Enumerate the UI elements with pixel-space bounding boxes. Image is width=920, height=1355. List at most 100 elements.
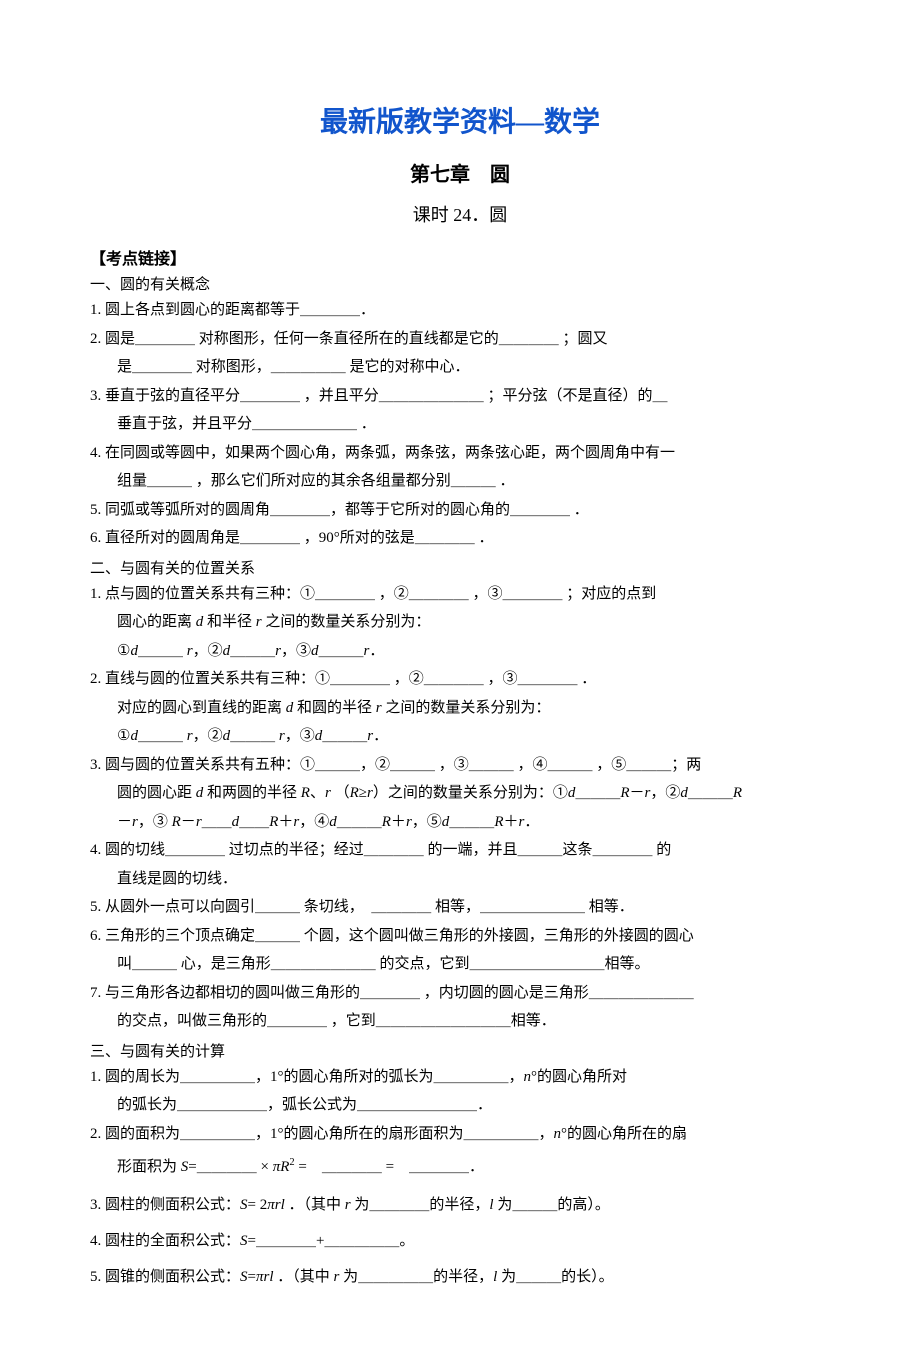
text: ＿＿＿ (230, 643, 275, 659)
subsection-3-heading: 三、与圆有关的计算 (90, 1040, 830, 1061)
var-d: d (223, 728, 231, 744)
text: （ (331, 785, 350, 801)
s2-item-6b: 叫＿＿＿ 心，是三角形＿＿＿＿＿＿＿ 的交点，它到＿＿＿＿＿＿＿＿＿相等。 (90, 950, 830, 979)
s2-item-7b: 的交点，叫做三角形的＿＿＿＿ ，它到＿＿＿＿＿＿＿＿＿相等． (90, 1007, 830, 1036)
s1-item-1: 1. 圆上各点到圆心的距离都等于＿＿＿＿． (90, 296, 830, 325)
text: － (630, 785, 645, 801)
var-d: d (329, 814, 337, 830)
text: ，③ (281, 643, 311, 659)
text: 2. 圆的面积为＿＿＿＿＿，1°的圆心角所在的扇形面积为＿＿＿＿＿， (90, 1126, 554, 1142)
text: °的圆心角所对 (531, 1069, 627, 1085)
text: 之间的数量关系分别为： (382, 700, 551, 716)
var-d: d (680, 785, 688, 801)
text: 和半径 (203, 614, 256, 630)
text: 圆心的距离 (117, 614, 196, 630)
text: ，⑤ (412, 814, 442, 830)
text: ＿＿ (239, 814, 269, 830)
subsection-1-heading: 一、圆的有关概念 (90, 273, 830, 294)
text: 4. 圆柱的全面积公式： (90, 1233, 240, 1249)
text: 和两圆的半径 (203, 785, 301, 801)
text: ＿＿＿ (138, 728, 187, 744)
s3-item-4: 4. 圆柱的全面积公式：S=＿＿＿＿+＿＿＿＿＿。 (90, 1223, 830, 1259)
s3-item-2b: 形面积为 S=＿＿＿＿ × πR2 = ＿＿＿＿ = ＿＿＿＿． (90, 1148, 830, 1187)
var-R: R (280, 1159, 289, 1175)
s2-item-4b: 直线是圆的切线． (90, 865, 830, 894)
text: － (117, 814, 132, 830)
var-n: n (554, 1126, 562, 1142)
text: ＿＿＿ (322, 728, 367, 744)
var-d: d (223, 643, 231, 659)
var-S: S (240, 1197, 248, 1213)
text: ＿＿＿ (337, 814, 382, 830)
text: ＿＿＿ (449, 814, 494, 830)
text: ① (117, 728, 130, 744)
text: ＋ (503, 814, 518, 830)
s1-item-2b: 是＿＿＿＿ 对称图形，＿＿＿＿＿ 是它的对称中心． (90, 353, 830, 382)
text: 圆的圆心距 (117, 785, 196, 801)
text: °的圆心角所在的扇 (561, 1126, 687, 1142)
text: ＋ (278, 814, 293, 830)
s3-item-3: 3. 圆柱的侧面积公式：S= 2πrl ．（其中 r 为＿＿＿＿的半径，l 为＿… (90, 1187, 830, 1223)
var-R: R (620, 785, 629, 801)
text: 为＿＿＿＿＿的半径， (339, 1269, 493, 1285)
main-title: 最新版教学资料—数学 (90, 100, 830, 140)
s3-item-1a: 1. 圆的周长为＿＿＿＿＿，1°的圆心角所对的弧长为＿＿＿＿＿，n°的圆心角所对 (90, 1063, 830, 1092)
text: 对应的圆心到直线的距离 (117, 700, 286, 716)
s2-item-1b: 圆心的距离 d 和半径 r 之间的数量关系分别为： (90, 608, 830, 637)
s1-item-2a: 2. 圆是＿＿＿＿ 对称图形，任何一条直径所在的直线都是它的＿＿＿＿ ；圆又 (90, 325, 830, 354)
text: ＋ (391, 814, 406, 830)
var-S: S (240, 1269, 248, 1285)
text: 为＿＿＿的高）。 (494, 1197, 610, 1213)
text: 形面积为 (117, 1159, 181, 1175)
text: 、 (310, 785, 325, 801)
text: =＿＿＿＿+＿＿＿＿＿。 (248, 1233, 415, 1249)
text: 为＿＿＿＿的半径， (351, 1197, 490, 1213)
section-heading-kaodian: 【考点链接】 (90, 245, 830, 269)
text: 之间的数量关系分别为： (262, 614, 431, 630)
s3-item-5: 5. 圆锥的侧面积公式：S=πrl ．（其中 r 为＿＿＿＿＿的半径，l 为＿＿… (90, 1259, 830, 1295)
var-R: R (172, 814, 181, 830)
s1-item-4a: 4. 在同圆或等圆中，如果两个圆心角，两条弧，两条弦，两条弦心距，两个圆周角中有… (90, 439, 830, 468)
text: ，② (193, 728, 223, 744)
text: ．（其中 (285, 1197, 345, 1213)
var-d: d (130, 728, 138, 744)
var-R: R (301, 785, 310, 801)
text: ＿＿＿ (318, 643, 363, 659)
s1-item-5: 5. 同弧或等弧所对的圆周角＿＿＿＿，都等于它所对的圆心角的＿＿＿＿ ． (90, 496, 830, 525)
s2-item-6a: 6. 三角形的三个顶点确定＿＿＿ 个圆，这个圆叫做三角形的外接圆，三角形的外接圆… (90, 922, 830, 951)
text: 5. 圆锥的侧面积公式： (90, 1269, 240, 1285)
text: ≥ (359, 785, 367, 801)
text: 3. 圆柱的侧面积公式： (90, 1197, 240, 1213)
text: = 2 (248, 1197, 268, 1213)
s2-item-5: 5. 从圆外一点可以向圆引＿＿＿ 条切线， ＿＿＿＿ 相等，＿＿＿＿＿＿＿ 相等… (90, 893, 830, 922)
text: =＿＿＿＿ × (188, 1159, 272, 1175)
text: ，③ (285, 728, 315, 744)
var-pi: π (256, 1269, 264, 1285)
text: ＿＿ (202, 814, 232, 830)
text: ，③ (138, 814, 172, 830)
s3-item-2a: 2. 圆的面积为＿＿＿＿＿，1°的圆心角所在的扇形面积为＿＿＿＿＿，n°的圆心角… (90, 1120, 830, 1149)
var-S: S (240, 1233, 248, 1249)
text: ）之间的数量关系分别为：① (373, 785, 568, 801)
var-R: R (733, 785, 742, 801)
subsection-2-heading: 二、与圆有关的位置关系 (90, 557, 830, 578)
var-R: R (350, 785, 359, 801)
s1-item-6: 6. 直径所对的圆周角是＿＿＿＿ ，90°所对的弦是＿＿＿＿ ． (90, 524, 830, 553)
s1-item-3b: 垂直于弦，并且平分＿＿＿＿＿＿＿ ． (90, 410, 830, 439)
s2-item-2b: 对应的圆心到直线的距离 d 和圆的半径 r 之间的数量关系分别为： (90, 694, 830, 723)
text: ．（其中 (274, 1269, 334, 1285)
text: = ＿＿＿＿ = ＿＿＿＿． (295, 1159, 484, 1175)
text: ． (369, 643, 384, 659)
s3-item-1b: 的弧长为＿＿＿＿＿＿，弧长公式为＿＿＿＿＿＿＿＿． (90, 1091, 830, 1120)
s2-item-3c: －r，③ R－r＿＿d＿＿R＋r，④d＿＿＿R＋r，⑤d＿＿＿R＋r． (90, 808, 830, 837)
chapter-title: 第七章 圆 (90, 158, 830, 187)
var-d: d (130, 643, 138, 659)
text: ＿＿＿ (138, 643, 187, 659)
text: ． (373, 728, 388, 744)
document-page: 最新版教学资料—数学 第七章 圆 课时 24．圆 【考点链接】 一、圆的有关概念… (0, 0, 920, 1355)
s2-item-2a: 2. 直线与圆的位置关系共有三种：①＿＿＿＿ ，②＿＿＿＿ ，③＿＿＿＿ ． (90, 665, 830, 694)
text: ＿＿＿ (230, 728, 279, 744)
lesson-title: 课时 24．圆 (90, 201, 830, 227)
s2-item-1a: 1. 点与圆的位置关系共有三种：①＿＿＿＿ ，②＿＿＿＿ ，③＿＿＿＿ ；对应的… (90, 580, 830, 609)
s2-item-7a: 7. 与三角形各边都相切的圆叫做三角形的＿＿＿＿ ，内切圆的圆心是三角形＿＿＿＿… (90, 979, 830, 1008)
